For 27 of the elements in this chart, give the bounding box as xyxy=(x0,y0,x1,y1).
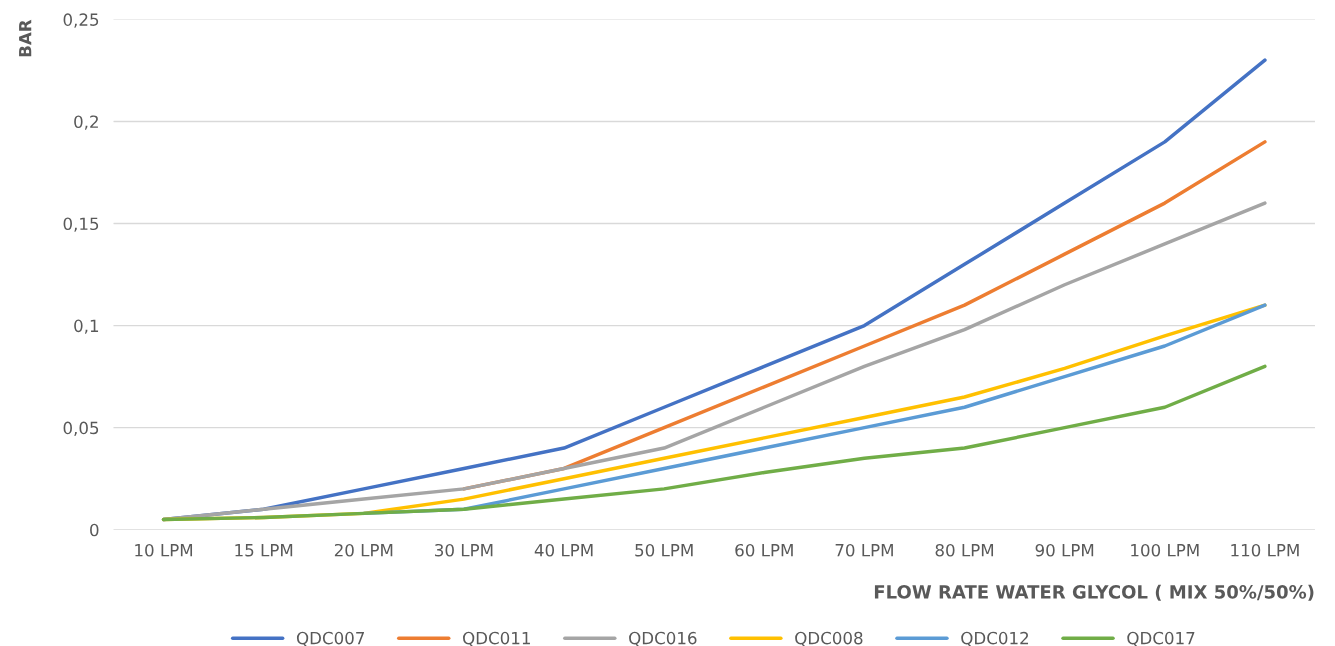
x-tick-label: 60 LPM xyxy=(735,543,793,557)
y-tick-label: 0,05 xyxy=(63,421,99,436)
y-tick-label: 0,15 xyxy=(63,217,99,232)
legend-label: QDC017 xyxy=(1127,631,1195,646)
x-tick-label: 110 LPM xyxy=(1231,543,1299,557)
legend-label: QDC008 xyxy=(795,631,863,646)
x-tick-label: 20 LPM xyxy=(334,543,393,557)
x-tick-label: 80 LPM xyxy=(935,543,994,557)
x-axis-title: FLOW RATE WATER GLYCOL ( MIX 50%/50%) xyxy=(874,584,1314,601)
x-tick-label: 50 LPM xyxy=(635,543,693,557)
y-tick-label: 0 xyxy=(90,523,99,537)
y-tick-label: 0,2 xyxy=(74,115,98,130)
y-tick-label: 0,25 xyxy=(63,13,99,28)
x-tick-label: 90 LPM xyxy=(1035,543,1094,557)
legend-label: QDC011 xyxy=(463,631,530,646)
x-tick-label: 70 LPM xyxy=(835,543,893,557)
legend-label: QDC007 xyxy=(296,631,364,646)
legend-label: QDC016 xyxy=(629,631,697,646)
x-tick-label: 10 LPM xyxy=(135,543,193,557)
x-tick-label: 40 LPM xyxy=(534,543,593,557)
y-axis-title: BAR xyxy=(19,19,32,57)
x-tick-label: 15 LPM xyxy=(235,544,293,557)
line-series xyxy=(161,364,1267,522)
legend-label: QDC012 xyxy=(961,631,1029,646)
y-tick-label: 0,1 xyxy=(74,319,99,334)
x-tick-label: 30 LPM xyxy=(435,543,493,557)
x-tick-label: 100 LPM xyxy=(1131,543,1199,557)
